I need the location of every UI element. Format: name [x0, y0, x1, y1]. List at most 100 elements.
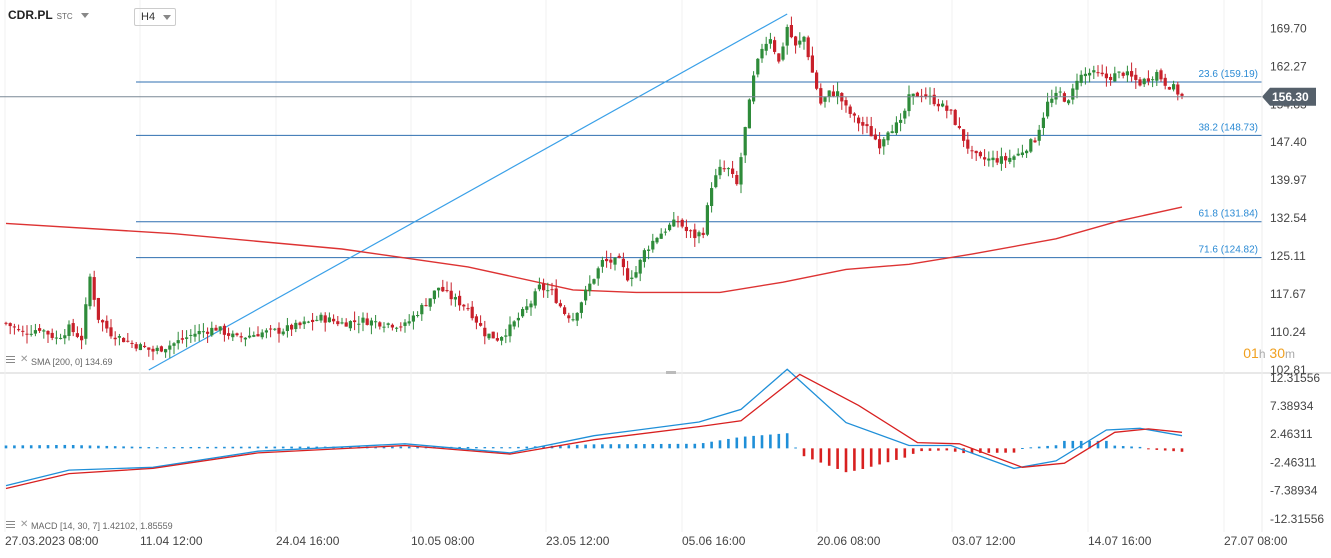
candle-body: [302, 321, 306, 325]
close-icon[interactable]: ✕: [20, 354, 29, 365]
candle-body: [869, 126, 873, 137]
candle-body: [1004, 156, 1008, 161]
candle-body: [336, 321, 340, 325]
macd-histogram-bar: [979, 448, 982, 453]
macd-histogram-bar: [1130, 446, 1133, 449]
symbol-selector[interactable]: CDR.PL STC: [8, 8, 89, 22]
macd-histogram-bar: [416, 446, 419, 449]
macd-histogram-bar: [88, 445, 92, 449]
candle-body: [159, 346, 163, 352]
candle-body: [227, 333, 231, 336]
macd-histogram-bar: [97, 445, 100, 449]
candle-body: [651, 240, 655, 250]
macd-histogram-bar: [239, 446, 243, 449]
macd-histogram-bar: [55, 445, 58, 449]
candle-body: [735, 174, 739, 185]
candle-body: [256, 334, 260, 337]
candle-body: [319, 314, 323, 321]
candle-body: [1146, 78, 1150, 82]
price-tick-label: 125.11: [1270, 249, 1306, 263]
macd-histogram-bar: [1163, 448, 1167, 451]
macd-histogram-bar: [517, 446, 520, 449]
candle-body: [1071, 88, 1075, 100]
candle-body: [743, 127, 747, 156]
candle-body: [222, 325, 226, 335]
candle-body: [281, 331, 285, 335]
macd-histogram-bar: [399, 446, 403, 449]
candle-body: [357, 323, 361, 325]
candle-countdown: 01h 30m: [1243, 345, 1295, 361]
candle-body: [449, 290, 453, 300]
macd-histogram-bar: [1088, 440, 1091, 449]
macd-histogram-bar: [71, 445, 75, 449]
macd-histogram-bar: [500, 447, 503, 449]
candle-body: [1172, 84, 1176, 90]
candle-body: [445, 290, 449, 292]
candle-body: [819, 88, 823, 104]
candle-body: [348, 321, 352, 329]
candle-body: [273, 328, 277, 330]
candle-body: [987, 158, 991, 161]
candle-body: [521, 309, 525, 317]
candle-body: [1067, 100, 1071, 104]
macd-histogram-bar: [718, 440, 722, 449]
macd-histogram-bar: [21, 445, 25, 449]
timeframe-selector[interactable]: H4: [134, 8, 176, 26]
price-tick-label: 102.81: [1270, 363, 1307, 377]
candle-body: [285, 325, 289, 332]
settings-icon[interactable]: [6, 356, 15, 363]
macd-histogram-bar: [1147, 448, 1150, 450]
candle-body: [546, 290, 550, 292]
candle-body: [915, 92, 919, 97]
macd-histogram-bar: [155, 447, 159, 449]
chevron-down-icon: [80, 13, 89, 19]
candle-body: [1050, 98, 1054, 103]
candle-body: [1058, 91, 1062, 93]
candle-body: [176, 340, 180, 344]
macd-histogram-bar: [164, 447, 167, 449]
macd-histogram-bar: [29, 445, 33, 449]
macd-histogram-bar: [895, 448, 898, 460]
macd-histogram-bar: [945, 448, 949, 451]
candle-body: [164, 349, 168, 353]
candle-body: [693, 229, 697, 239]
macd-histogram-bar: [953, 448, 957, 452]
candle-body: [197, 331, 201, 335]
candle-body: [1025, 150, 1029, 154]
candle-body: [311, 319, 315, 323]
settings-icon[interactable]: [6, 521, 15, 528]
close-icon[interactable]: ✕: [20, 519, 29, 530]
macd-histogram-bar: [1004, 448, 1007, 453]
candle-body: [1134, 74, 1138, 80]
candle-body: [592, 279, 596, 284]
candle-body: [193, 333, 197, 337]
candle-body: [789, 25, 793, 38]
candle-body: [1142, 78, 1146, 85]
macd-histogram-bar: [181, 447, 184, 449]
macd-histogram-bar: [113, 446, 117, 449]
macd-histogram-bar: [575, 444, 579, 449]
candle-body: [80, 335, 84, 341]
candle-body: [613, 257, 617, 265]
macd-histogram-bar: [1180, 448, 1184, 452]
candle-body: [1180, 93, 1184, 96]
candle-body: [155, 347, 159, 351]
macd-histogram-bar: [290, 446, 293, 449]
macd-histogram-bar: [710, 441, 713, 449]
candle-body: [369, 320, 373, 326]
macd-histogram-bar: [752, 435, 755, 449]
macd-histogram-bar: [273, 446, 277, 449]
macd-histogram-bar: [743, 436, 747, 449]
candle-body: [1008, 157, 1012, 162]
macd-histogram-bar: [1029, 447, 1033, 449]
candle-body: [147, 347, 151, 350]
candle-body: [248, 335, 252, 338]
macd-histogram-bar: [651, 444, 655, 449]
macd-histogram-bar: [995, 448, 999, 453]
candle-body: [407, 321, 411, 324]
symbol-name: CDR.PL: [8, 8, 53, 22]
candle-body: [588, 283, 592, 292]
fib-level-label: 23.6 (159.19): [1199, 69, 1259, 80]
candle-body: [1079, 74, 1083, 83]
